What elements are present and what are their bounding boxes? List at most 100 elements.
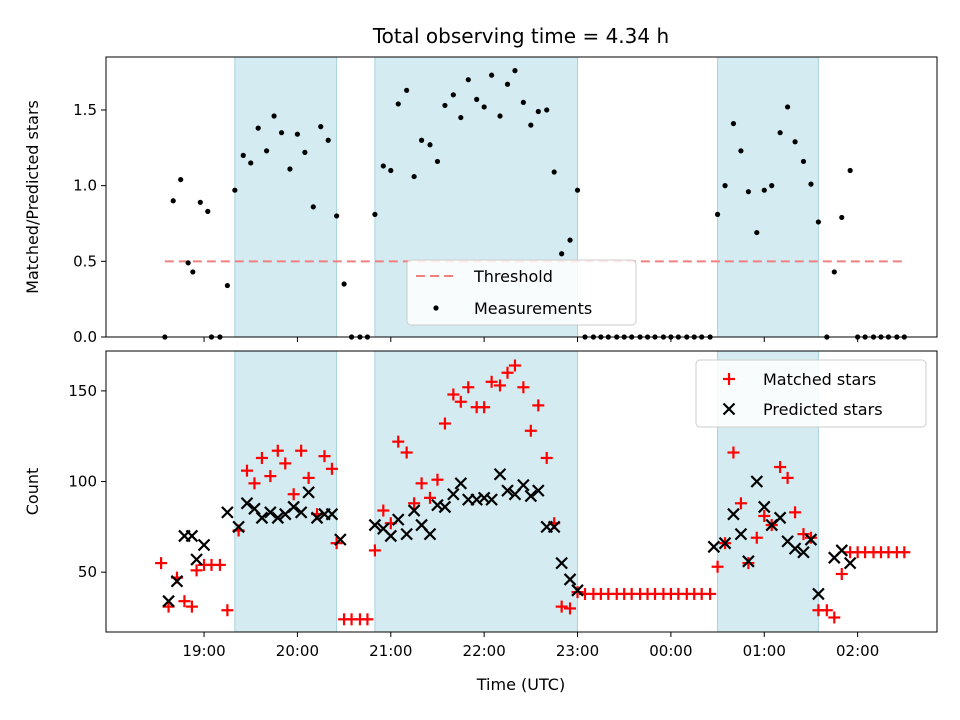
matched-point xyxy=(727,446,740,459)
legend-frame-top xyxy=(406,259,637,326)
y-tick-label: 1.0 xyxy=(73,177,97,195)
measurement-point xyxy=(318,124,324,130)
measurement-point xyxy=(404,87,410,93)
matched-point xyxy=(508,359,521,372)
predicted-point xyxy=(294,506,308,519)
counts-panel: 50 100 150 19:00 20:00 21:00 22:00 23:00 00:00 0… xyxy=(23,350,938,694)
measurement-point xyxy=(334,213,340,219)
measurement-point xyxy=(388,167,394,174)
matched-point xyxy=(221,604,234,617)
y-axis-title-bottom: Count xyxy=(23,468,42,516)
measurement-point xyxy=(714,211,721,218)
predicted-point xyxy=(423,527,437,541)
y-tick-label: 50 xyxy=(78,563,97,581)
measurement-point xyxy=(800,158,807,165)
matched-point xyxy=(423,491,436,504)
predicted-point xyxy=(718,536,732,550)
predicted-point xyxy=(734,527,748,541)
measurement-point xyxy=(325,137,331,143)
x-tick-label: 23:00 xyxy=(556,642,599,660)
matched-point xyxy=(240,464,253,477)
legend-plus-marker xyxy=(723,373,735,385)
legend-measurements-label: Measurements xyxy=(474,299,592,318)
y-tick-label: 0.0 xyxy=(73,328,97,346)
predicted-point xyxy=(493,467,507,481)
predicted-point xyxy=(757,500,771,514)
measurement-point xyxy=(170,198,176,204)
measurement-point xyxy=(785,104,791,110)
measurement-point xyxy=(240,152,246,158)
measurement-point xyxy=(745,189,751,195)
measurement-point xyxy=(815,219,822,225)
predicted-point xyxy=(310,511,324,525)
chart-title: Total observing time = 4.34 h xyxy=(372,24,669,48)
predicted-point xyxy=(532,484,545,497)
measurement-point xyxy=(474,96,480,102)
matched-point xyxy=(478,401,491,414)
matched-point xyxy=(400,446,413,459)
predicted-point xyxy=(232,520,245,534)
x-ticks-top xyxy=(203,337,859,342)
measurement-point xyxy=(302,149,308,155)
x-tick-label: 20:00 xyxy=(276,642,319,660)
predicted-point xyxy=(162,594,175,608)
matched-point xyxy=(408,497,421,510)
matched-point xyxy=(540,451,553,464)
measurement-point xyxy=(205,208,211,214)
measurement-point xyxy=(520,99,526,106)
matched-point xyxy=(318,450,331,463)
matched-point xyxy=(438,417,451,430)
predicted-point xyxy=(571,584,584,597)
measurement-point xyxy=(185,260,191,266)
predicted-point xyxy=(368,518,382,532)
predicted-point xyxy=(391,513,405,526)
predicted-point xyxy=(271,511,285,525)
matched-point xyxy=(264,470,277,483)
matched-point xyxy=(377,504,390,517)
measurements-series xyxy=(162,68,907,340)
measurement-point xyxy=(777,130,783,136)
matched-point xyxy=(155,557,168,570)
legend-matched-label: Matched stars xyxy=(763,370,876,389)
matched-point xyxy=(213,558,226,571)
measurement-point xyxy=(754,229,760,236)
y-axis-title-top: Matched/Predicted stars xyxy=(23,100,42,294)
legend-threshold-label: Threshold xyxy=(473,267,553,286)
predicted-point xyxy=(555,556,568,570)
measurement-point xyxy=(197,199,203,205)
measurement-point xyxy=(442,102,448,109)
measurement-point xyxy=(224,282,230,289)
measurement-point xyxy=(808,181,814,187)
predicted-point xyxy=(727,507,740,521)
measurement-point xyxy=(489,72,495,78)
matched-point xyxy=(820,604,833,617)
y-tick-label: 0.5 xyxy=(73,252,97,270)
matched-point xyxy=(454,395,467,408)
legend-matched-swatch xyxy=(723,373,735,385)
shaded-interval xyxy=(374,350,579,633)
x-tick-label: 02:00 xyxy=(836,642,879,660)
x-tick-label: 22:00 xyxy=(463,642,506,660)
predicted-point xyxy=(501,484,514,497)
measurement-point xyxy=(738,148,744,154)
predicted-point xyxy=(170,574,184,588)
matched-point xyxy=(517,381,530,394)
predicted-point xyxy=(190,553,203,566)
predicted-point xyxy=(788,542,802,555)
predicted-point xyxy=(447,487,460,501)
legend-measurements-swatch xyxy=(433,305,439,311)
measurement-point xyxy=(512,68,518,74)
matched-point xyxy=(287,488,300,501)
predicted-point xyxy=(240,497,254,510)
predicted-point xyxy=(517,478,530,492)
predicted-point xyxy=(707,540,721,554)
matched-point xyxy=(781,471,794,484)
measurement-point xyxy=(271,113,277,119)
measurement-point xyxy=(178,176,184,183)
measurement-point xyxy=(497,113,503,119)
measurement-point xyxy=(544,107,550,113)
x-axis-title: Time (UTC) xyxy=(476,675,565,694)
measurement-point xyxy=(427,142,433,148)
predicted-point xyxy=(197,538,211,552)
ratio-panel: 0.0 0.5 1.0 1.5 Matched/Predicted stars Thr… xyxy=(23,56,938,346)
